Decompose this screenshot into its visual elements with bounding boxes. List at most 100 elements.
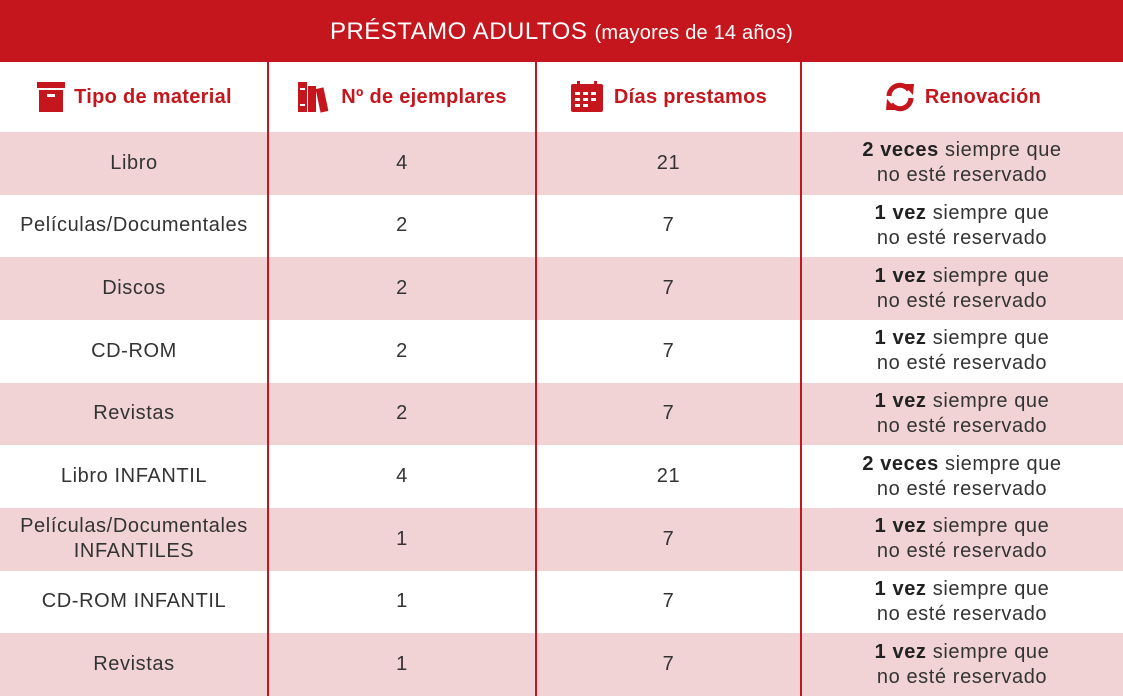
copies: 1 xyxy=(396,653,408,676)
renewal-count: 2 veces xyxy=(862,139,939,162)
copies: 1 xyxy=(396,527,408,550)
header-cell: Renovación xyxy=(801,62,1123,132)
copies-cell: 1 xyxy=(268,571,536,634)
renewal-text: no esté reservado xyxy=(876,352,1048,375)
renewal-cell: 2 veces siempre que no esté reservado xyxy=(801,132,1123,195)
subtitle: (mayores de 14 años) xyxy=(594,22,794,44)
renewal: 1 vez siempre que no esté reservado xyxy=(875,514,1050,564)
renewal-cell: 1 vez siempre que no esté reservado xyxy=(801,633,1123,696)
table-row: Discos 2 7 1 vez siempre que no esté reserva… xyxy=(0,257,1123,320)
renewal: 1 vez siempre que no esté reservado xyxy=(875,201,1050,251)
copies: 2 xyxy=(396,214,408,237)
renewal-text: no esté reservado xyxy=(876,665,1048,688)
copies-cell: 4 xyxy=(268,132,536,195)
material-cell: Libro xyxy=(0,132,268,195)
renewal: 1 vez siempre que no esté reservado xyxy=(875,389,1050,439)
renewal-count: 1 vez xyxy=(874,515,927,538)
books-icon xyxy=(298,82,329,113)
days-cell: 7 xyxy=(536,571,801,634)
material: Películas/Documentales INFANTILES xyxy=(20,515,248,563)
column-divider xyxy=(267,62,269,696)
renewal-count: 1 vez xyxy=(874,327,927,350)
table-row: Libro INFANTIL 4 21 2 veces siempre que no e… xyxy=(0,445,1123,508)
renew-icon xyxy=(885,82,914,112)
days: 7 xyxy=(662,527,675,550)
material-cell: CD-ROM xyxy=(0,320,268,383)
renewal-count: 1 vez xyxy=(874,264,927,287)
calendar-icon xyxy=(570,81,603,112)
copies-cell: 2 xyxy=(268,383,536,446)
renewal-cell: 1 vez siempre que no esté reservado xyxy=(801,195,1123,258)
material-cell: Revistas xyxy=(0,633,268,696)
copies-cell: 1 xyxy=(268,508,536,571)
renewal-text: no esté reservado xyxy=(876,289,1048,312)
renewal-cell: 1 vez siempre que no esté reservado xyxy=(801,257,1123,320)
material: Revistas xyxy=(93,402,175,425)
renewal-text: no esté reservado xyxy=(876,540,1048,563)
renewal: 1 vez siempre que no esté reservado xyxy=(875,640,1050,690)
table-row: CD-ROM 2 7 1 vez siempre que no esté reserva… xyxy=(0,320,1123,383)
renewal-cell: 1 vez siempre que no esté reservado xyxy=(801,320,1123,383)
material-cell: Películas/Documentales xyxy=(0,195,268,258)
table-row: Revistas 2 7 1 vez siempre que no esté reser… xyxy=(0,382,1123,446)
renewal-text: no esté reservado xyxy=(876,477,1048,500)
header-cell: Días prestamos xyxy=(536,62,801,132)
renewal: 2 veces siempre que no esté reservado xyxy=(862,138,1061,188)
days-cell: 7 xyxy=(536,383,801,446)
material: Revistas xyxy=(93,653,175,676)
title: PRÉSTAMO ADULTOS xyxy=(329,18,588,45)
material-cell: Películas/Documentales INFANTILES xyxy=(0,508,268,571)
copies-cell: 1 xyxy=(268,633,536,696)
copies-cell: 2 xyxy=(268,195,536,258)
renewal-text: siempre que xyxy=(932,577,1050,600)
renewal-cell: 1 vez siempre que no esté reservado xyxy=(801,508,1123,571)
renewal-cell: 1 vez siempre que no esté reservado xyxy=(801,383,1123,446)
copies-cell: 4 xyxy=(268,445,536,508)
renewal: 1 vez siempre que no esté reservado xyxy=(875,577,1050,627)
copies: 2 xyxy=(396,277,408,300)
renewal-text: siempre que xyxy=(932,264,1050,287)
renewal-count: 1 vez xyxy=(874,577,927,600)
table-row: CD-ROM INFANTIL 1 7 1 vez siempre que no est… xyxy=(0,571,1123,634)
column-header: Renovación xyxy=(924,85,1042,108)
copies-cell: 2 xyxy=(268,320,536,383)
material: CD-ROM xyxy=(91,339,177,362)
renewal-text: siempre que xyxy=(932,201,1050,224)
days-cell: 7 xyxy=(536,633,801,696)
days: 21 xyxy=(656,465,681,488)
days-cell: 21 xyxy=(536,445,801,508)
renewal-text: siempre que xyxy=(945,452,1062,475)
days: 21 xyxy=(656,151,681,174)
copies: 1 xyxy=(396,590,408,613)
material: Libro xyxy=(110,151,158,174)
renewal-cell: 2 veces siempre que no esté reservado xyxy=(801,445,1123,508)
renewal-count: 2 veces xyxy=(862,452,939,475)
table-row: Revistas 1 7 1 vez siempre que no esté reser… xyxy=(0,633,1123,696)
header-cell: Tipo de material xyxy=(0,62,268,132)
column-header: Días prestamos xyxy=(613,85,768,108)
days-cell: 7 xyxy=(536,320,801,383)
material: Libro INFANTIL xyxy=(60,465,208,488)
material-cell: CD-ROM INFANTIL xyxy=(0,571,268,634)
days: 7 xyxy=(662,590,675,613)
days: 7 xyxy=(662,214,675,237)
title-bar: PRÉSTAMO ADULTOS (mayores de 14 años) xyxy=(0,0,1123,62)
material-cell: Revistas xyxy=(0,383,268,446)
days: 7 xyxy=(662,653,675,676)
material: Discos xyxy=(102,277,166,300)
renewal-count: 1 vez xyxy=(874,389,927,412)
days: 7 xyxy=(662,402,675,425)
days-cell: 21 xyxy=(536,132,801,195)
days: 7 xyxy=(662,277,675,300)
material: CD-ROM INFANTIL xyxy=(41,590,227,613)
column-divider xyxy=(535,62,537,696)
table-row: Películas/Documentales 2 7 1 vez siempre qu… xyxy=(0,195,1123,258)
header-cell: Nº de ejemplares xyxy=(268,62,536,132)
material: Películas/Documentales xyxy=(20,214,248,237)
renewal-text: siempre que xyxy=(932,515,1050,538)
renewal-text: no esté reservado xyxy=(876,414,1048,437)
copies-cell: 2 xyxy=(268,257,536,320)
renewal-text: siempre que xyxy=(932,640,1050,663)
renewal-text: siempre que xyxy=(932,389,1050,412)
